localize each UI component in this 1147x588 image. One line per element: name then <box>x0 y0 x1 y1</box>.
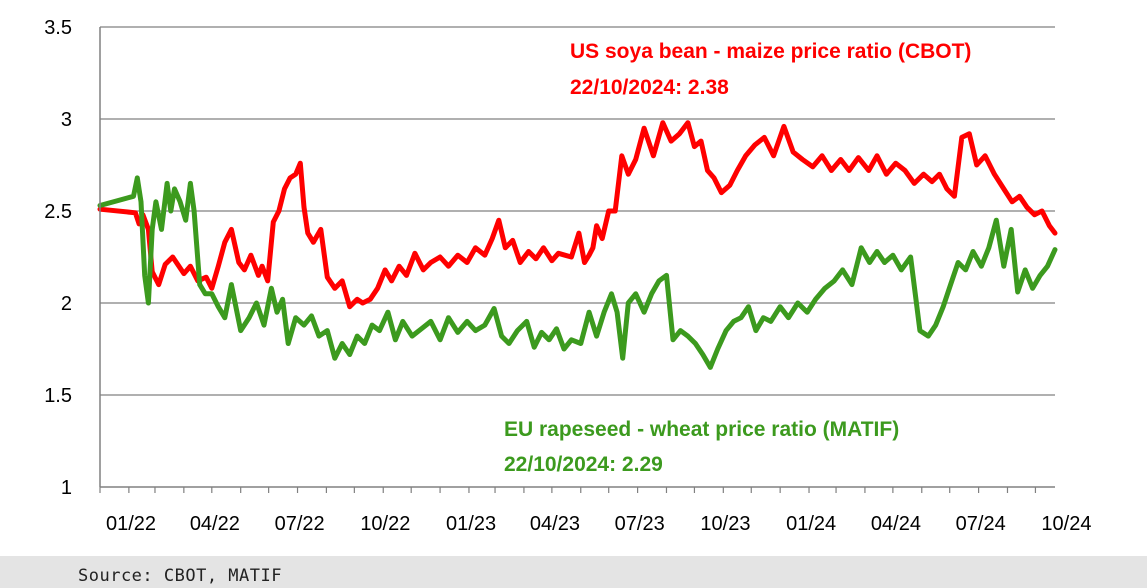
x-tick-label: 04/24 <box>871 513 921 535</box>
green-series-latest: 22/10/2024: 2.29 <box>504 453 663 476</box>
x-tick-label: 07/22 <box>275 513 325 535</box>
x-axis-ticks: 01/22 04/22 07/22 10/22 01/23 04/23 07/23 10/23… <box>99 487 1091 535</box>
x-tick-label: 01/22 <box>106 513 156 535</box>
y-tick-label: 1 <box>61 477 72 499</box>
y-axis-ticks: 1 1.5 2 2.5 3 3.5 <box>44 17 72 499</box>
x-tick-label: 10/22 <box>360 513 410 535</box>
x-tick-label: 10/24 <box>1041 513 1091 535</box>
x-tick-label: 01/24 <box>786 513 836 535</box>
y-tick-label: 1.5 <box>44 385 72 407</box>
x-tick-label: 07/23 <box>615 513 665 535</box>
y-tick-label: 3.5 <box>44 17 72 39</box>
x-tick-label: 07/24 <box>956 513 1006 535</box>
red-series-latest: 22/10/2024: 2.38 <box>570 76 729 99</box>
source-footer: Source: CBOT, MATIF <box>0 556 1147 588</box>
y-tick-label: 2.5 <box>44 201 72 223</box>
source-text: Source: CBOT, MATIF <box>78 566 282 586</box>
y-tick-label: 2 <box>61 293 72 315</box>
red-series-line <box>97 120 1058 310</box>
x-tick-label: 01/23 <box>446 513 496 535</box>
x-tick-label: 04/22 <box>190 513 240 535</box>
x-tick-label: 04/23 <box>530 513 580 535</box>
price-ratio-chart: 1 1.5 2 2.5 3 3.5 01/22 04/22 07/22 10/22 01/23 04… <box>44 17 1091 535</box>
gridlines <box>100 26 1055 396</box>
green-series-line <box>97 175 1058 370</box>
red-series-title: US soya bean - maize price ratio (CBOT) <box>570 40 971 63</box>
series-lines <box>97 120 1058 370</box>
x-tick-label: 10/23 <box>700 513 750 535</box>
y-tick-label: 3 <box>61 109 72 131</box>
green-series-title: EU rapeseed - wheat price ratio (MATIF) <box>504 418 899 441</box>
